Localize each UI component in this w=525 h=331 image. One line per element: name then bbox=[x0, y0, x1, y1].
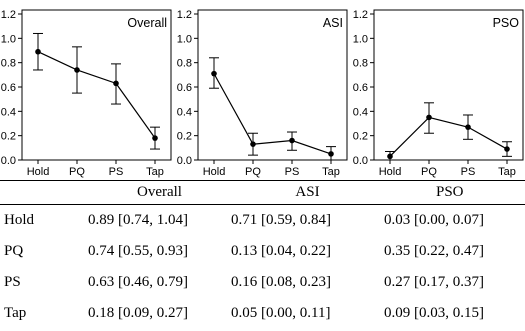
x-tick-label: PS bbox=[285, 166, 300, 178]
asi-cell: 0.71 [0.59, 0.84] bbox=[231, 212, 331, 228]
asi-cell: 0.13 [0.04, 0.22] bbox=[231, 243, 331, 259]
y-tick-label: 0.4 bbox=[177, 106, 192, 118]
panel-title: PSO bbox=[493, 16, 520, 30]
x-tick-label: PS bbox=[109, 166, 124, 178]
overall-cell: 0.74 [0.55, 0.93] bbox=[88, 243, 188, 259]
y-tick-label: 0.0 bbox=[1, 155, 16, 167]
overall-cell: 0.18 [0.09, 0.27] bbox=[88, 305, 188, 321]
x-tick-label: Hold bbox=[27, 166, 50, 178]
series-line bbox=[37, 51, 156, 139]
y-tick-label: 0.4 bbox=[1, 106, 16, 118]
y-tick-label: 1.2 bbox=[353, 9, 368, 21]
x-tick-label: PQ bbox=[245, 166, 261, 178]
header-overall: Overall bbox=[88, 180, 231, 205]
asi-cell: 0.16 [0.08, 0.23] bbox=[231, 274, 331, 290]
row-label: Hold bbox=[4, 212, 34, 228]
y-tick-label: 0.8 bbox=[177, 58, 192, 70]
data-point bbox=[152, 135, 158, 141]
x-tick-label: Hold bbox=[379, 166, 402, 178]
data-point bbox=[250, 141, 256, 147]
pso-cell: 0.27 [0.17, 0.37] bbox=[384, 274, 484, 290]
row-label: Tap bbox=[4, 305, 27, 321]
data-point bbox=[387, 153, 393, 160]
y-tick-label: 0.2 bbox=[177, 131, 192, 143]
plot-frame bbox=[373, 9, 524, 161]
asi-cell: 0.05 [0.00, 0.11] bbox=[231, 305, 331, 321]
series-line bbox=[213, 73, 332, 155]
data-point bbox=[35, 48, 41, 55]
pso-cell: 0.09 [0.03, 0.15] bbox=[384, 305, 484, 321]
data-point bbox=[426, 114, 432, 121]
x-tick-label: PQ bbox=[421, 166, 437, 178]
header-empty bbox=[0, 180, 88, 205]
y-tick-label: 0.6 bbox=[1, 82, 16, 94]
y-tick-label: 0.0 bbox=[177, 155, 192, 167]
data-point bbox=[113, 80, 119, 87]
table-row: PS 0.63 [0.46, 0.79] 0.16 [0.08, 0.23] 0… bbox=[0, 267, 525, 298]
table-row: Hold 0.89 [0.74, 1.04] 0.71 [0.59, 0.84]… bbox=[0, 205, 525, 237]
chart-panel: 0.0 0.2 0.4 0.6 0.8 1.0 1.2 Hold PQ PS Tap Overall bbox=[1, 9, 172, 178]
y-tick-label: 0.2 bbox=[353, 131, 368, 143]
y-tick-label: 0.4 bbox=[353, 106, 368, 118]
pso-cell: 0.03 [0.00, 0.07] bbox=[384, 212, 484, 228]
data-point bbox=[211, 70, 217, 77]
panel-title: Overall bbox=[127, 16, 167, 30]
y-tick-label: 0.2 bbox=[1, 131, 16, 143]
x-tick-label: PS bbox=[461, 166, 476, 178]
x-tick-label: PQ bbox=[69, 166, 85, 178]
y-tick-label: 1.0 bbox=[1, 33, 16, 45]
data-point bbox=[504, 146, 510, 152]
data-point bbox=[74, 67, 80, 73]
y-tick-label: 0.8 bbox=[353, 58, 368, 70]
chart-panel: 0.0 0.2 0.4 0.6 0.8 1.0 1.2 Hold PQ PS Tap ASI bbox=[177, 9, 348, 178]
data-point bbox=[328, 151, 334, 157]
y-tick-label: 0.6 bbox=[353, 82, 368, 94]
header-pso: PSO bbox=[384, 180, 525, 205]
panel-title: ASI bbox=[323, 16, 343, 30]
y-tick-label: 0.6 bbox=[177, 82, 192, 94]
overall-cell: 0.89 [0.74, 1.04] bbox=[88, 212, 188, 228]
plot-frame bbox=[21, 9, 172, 161]
table-header-row: Overall ASI PSO bbox=[0, 180, 525, 205]
row-label: PQ bbox=[4, 243, 24, 259]
overall-cell: 0.63 [0.46, 0.79] bbox=[88, 274, 188, 290]
chart-panel: 0.0 0.2 0.4 0.6 0.8 1.0 1.2 Hold PQ PS Tap PSO bbox=[353, 9, 524, 178]
header-asi: ASI bbox=[231, 180, 384, 205]
data-point bbox=[465, 124, 471, 130]
x-tick-label: Hold bbox=[203, 166, 226, 178]
y-tick-label: 0.8 bbox=[1, 58, 16, 70]
results-table: Overall ASI PSO Hold 0.89 [0.74, 1.04] 0… bbox=[0, 180, 525, 329]
y-tick-label: 1.2 bbox=[177, 9, 192, 21]
y-tick-label: 1.0 bbox=[177, 33, 192, 45]
y-tick-label: 1.0 bbox=[353, 33, 368, 45]
y-tick-label: 1.2 bbox=[1, 9, 16, 21]
row-label: PS bbox=[4, 274, 21, 290]
x-tick-label: Tap bbox=[146, 166, 164, 178]
series-line bbox=[389, 116, 508, 157]
data-point bbox=[289, 137, 295, 144]
table-row: Tap 0.18 [0.09, 0.27] 0.05 [0.00, 0.11] … bbox=[0, 298, 525, 329]
table-row: PQ 0.74 [0.55, 0.93] 0.13 [0.04, 0.22] 0… bbox=[0, 236, 525, 267]
x-tick-label: Tap bbox=[322, 166, 340, 178]
pso-cell: 0.35 [0.22, 0.47] bbox=[384, 243, 484, 259]
plot-frame bbox=[197, 9, 348, 161]
y-tick-label: 0.0 bbox=[353, 155, 368, 167]
x-tick-label: Tap bbox=[498, 166, 516, 178]
